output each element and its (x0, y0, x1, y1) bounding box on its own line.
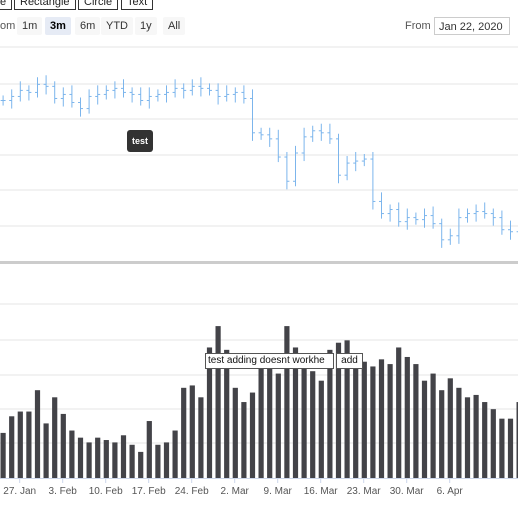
range-1y-button[interactable]: 1y (135, 17, 157, 35)
volume-bar (516, 402, 518, 478)
volume-bar (181, 387, 187, 478)
volume-bar (507, 418, 514, 478)
volume-bar (344, 340, 350, 478)
x-tick-label: 16. Mar (304, 486, 339, 497)
volume-bar (232, 387, 238, 478)
x-tick-label: 30. Mar (390, 486, 425, 497)
annotation-text-input[interactable]: test adding doesnt workhe (205, 353, 334, 369)
volume-bar (284, 326, 290, 478)
volume-bar (292, 347, 299, 478)
volume-bar (224, 349, 230, 478)
volume-bar (473, 394, 479, 478)
volume-bar (77, 437, 84, 478)
volume-bar (335, 342, 342, 478)
range-3m-button[interactable]: 3m (45, 17, 71, 35)
range-ytd-button[interactable]: YTD (101, 17, 133, 35)
from-label: From (405, 20, 431, 32)
annotation-toolbar: e Rectangle Circle Text (0, 0, 518, 12)
volume-bar (318, 380, 324, 478)
volume-bar (112, 442, 118, 478)
annotation-label[interactable]: test (127, 130, 153, 152)
volume-bar (396, 347, 402, 478)
volume-bar (69, 430, 75, 478)
x-tick-label: 17. Feb (132, 486, 166, 497)
x-tick-label: 3. Feb (49, 486, 78, 497)
volume-bar (60, 413, 66, 478)
volume-bar (198, 397, 204, 478)
volume-bar (17, 411, 23, 478)
volume-bar (215, 326, 221, 478)
volume-bar (482, 402, 488, 478)
x-tick-label: 9. Mar (264, 486, 293, 497)
rectangle-button[interactable]: Rectangle (14, 0, 76, 10)
range-1m-button[interactable]: 1m (17, 17, 43, 35)
volume-bar (361, 361, 367, 478)
volume-bar (155, 444, 161, 478)
from-date-input[interactable]: Jan 22, 2020 (434, 17, 510, 35)
circle-button[interactable]: Circle (78, 0, 119, 10)
zoom-label: om (0, 20, 16, 32)
volume-bar (258, 361, 264, 478)
volume-bar (310, 371, 316, 478)
volume-bar (447, 378, 453, 478)
volume-bar (26, 411, 32, 478)
volume-bar (95, 437, 101, 478)
volume-bar (189, 385, 195, 478)
text-button[interactable]: Text (121, 0, 154, 10)
volume-bar (490, 409, 496, 478)
volume-bar (206, 347, 213, 478)
volume-bar (138, 451, 144, 478)
volume-bar (464, 397, 471, 478)
volume-bar (353, 364, 359, 478)
volume-bar (301, 364, 307, 478)
volume-bar (249, 392, 256, 478)
volume-bar (172, 430, 178, 478)
range-6m-button[interactable]: 6m (75, 17, 101, 35)
volume-bar (370, 366, 376, 478)
volume-bar (129, 444, 135, 478)
volume-bar (43, 423, 49, 478)
x-tick-label: 6. Apr (437, 486, 464, 497)
volume-bar (378, 359, 385, 478)
volume-bar (103, 440, 109, 478)
volume-bar (267, 361, 273, 478)
volume-bar (499, 418, 505, 478)
volume-bar (430, 373, 436, 478)
volume-bar (275, 373, 281, 478)
volume-bar (387, 364, 393, 478)
x-tick-label: 23. Mar (347, 486, 382, 497)
partial-button[interactable]: e (0, 0, 13, 10)
volume-bar (9, 416, 15, 478)
volume-bar (439, 390, 445, 478)
volume-bar (163, 442, 170, 478)
volume-bar (52, 397, 58, 478)
volume-bar (404, 356, 410, 478)
x-tick-label: 2. Mar (221, 486, 250, 497)
volume-bar (241, 402, 247, 478)
volume-bar (413, 364, 419, 478)
pane-separator (0, 261, 518, 264)
volume-bar (146, 421, 152, 478)
range-all-button[interactable]: All (163, 17, 186, 35)
x-tick-label: 27. Jan (3, 486, 36, 497)
volume-bar (421, 380, 428, 478)
x-tick-label: 24. Feb (175, 486, 209, 497)
x-tick-label: 10. Feb (89, 486, 123, 497)
volume-bar (456, 387, 462, 478)
volume-bar (86, 442, 92, 478)
annotation-add-button[interactable]: add (336, 353, 363, 369)
volume-bar (0, 432, 6, 478)
volume-bar (327, 349, 333, 478)
volume-bar (120, 435, 127, 478)
volume-bar (34, 390, 41, 478)
